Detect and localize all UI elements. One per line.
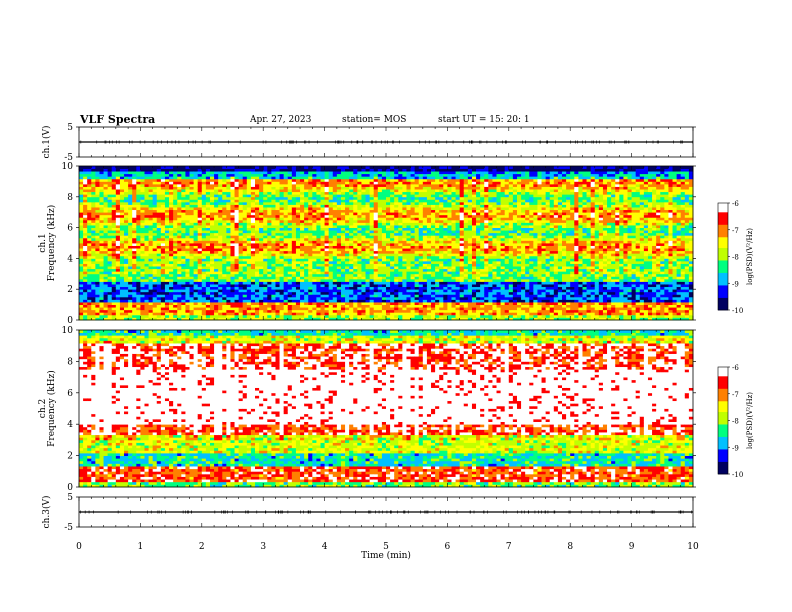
- x-tick-label: 8: [567, 542, 573, 552]
- x-tick-label: 7: [506, 542, 512, 552]
- figure-title: VLF Spectra: [80, 113, 156, 126]
- y-axis-label: Frequency (kHz): [46, 370, 57, 447]
- colorbar-tick-label: -10: [732, 471, 743, 479]
- y-tick-label: 0: [67, 316, 73, 326]
- y-tick-label: 6: [67, 224, 73, 234]
- y-tick-label: -5: [64, 153, 73, 163]
- y-axis-label: Frequency (kHz): [46, 205, 57, 282]
- y-tick-label: 10: [62, 162, 74, 172]
- colorbar-label: log(PSD)(V²/Hz): [746, 228, 754, 285]
- colorbar-tick-label: -7: [732, 391, 739, 399]
- y-axis-label: ch.3(V): [41, 496, 52, 529]
- x-tick-label: 1: [138, 542, 144, 552]
- y-tick-label: 4: [67, 254, 73, 264]
- y-tick-label: -5: [64, 523, 73, 533]
- y-tick-label: 2: [67, 452, 73, 462]
- x-tick-label: 10: [687, 542, 699, 552]
- y-axis-label: ch.1: [38, 233, 48, 252]
- x-tick-label: 6: [445, 542, 451, 552]
- y-tick-label: 2: [67, 285, 73, 295]
- y-tick-label: 4: [67, 420, 73, 430]
- x-tick-label: 5: [383, 542, 389, 552]
- colorbar-tick-label: -7: [732, 227, 739, 235]
- y-tick-label: 8: [67, 193, 73, 203]
- station-label: station= MOS: [342, 115, 407, 125]
- colorbar-tick-label: -6: [732, 364, 739, 372]
- y-tick-label: 5: [67, 493, 73, 503]
- colorbar-tick-label: -8: [732, 254, 739, 262]
- colorbar-label: log(PSD)(V²/Hz): [746, 392, 754, 449]
- spectrogram-ch1-spectrogram: [79, 166, 694, 321]
- x-tick-label: 0: [76, 542, 82, 552]
- y-axis-label: ch.1(V): [41, 126, 52, 159]
- colorbar-2: [718, 367, 728, 475]
- colorbar-tick-label: -10: [732, 307, 743, 315]
- y-tick-label: 8: [67, 357, 73, 367]
- colorbar-1: [718, 203, 728, 311]
- y-axis-label: ch.2: [38, 399, 48, 418]
- colorbar-tick-label: -9: [732, 444, 739, 452]
- x-tick-label: 2: [199, 542, 205, 552]
- colorbar-tick-label: -6: [732, 200, 739, 208]
- start-time-label: start UT = 15: 20: 1: [438, 115, 530, 125]
- date-label: Apr. 27, 2023: [250, 115, 312, 125]
- y-tick-label: 6: [67, 389, 73, 399]
- x-tick-label: 3: [260, 542, 266, 552]
- y-tick-label: 10: [62, 326, 74, 336]
- x-tick-label: 4: [322, 542, 328, 552]
- colorbar-tick-label: -8: [732, 418, 739, 426]
- y-tick-label: 5: [67, 123, 73, 133]
- x-tick-label: 9: [629, 542, 635, 552]
- x-axis-label: Time (min): [361, 550, 411, 561]
- y-tick-label: 0: [67, 483, 73, 493]
- spectrogram-ch2-spectrogram: [79, 330, 694, 488]
- colorbar-tick-label: -9: [732, 280, 739, 288]
